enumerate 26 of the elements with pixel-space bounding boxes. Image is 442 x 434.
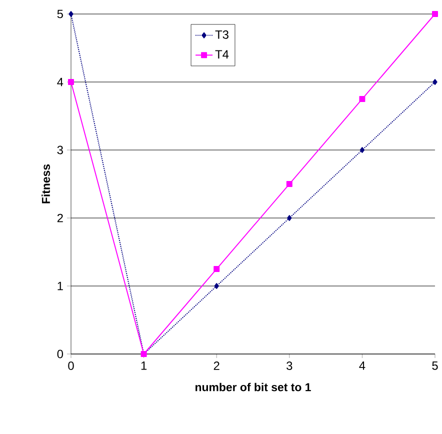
legend-label: T4	[215, 50, 229, 58]
point	[214, 283, 219, 289]
x-tick-label: 4	[359, 362, 366, 370]
point	[432, 11, 438, 17]
x-tick-label: 0	[68, 362, 74, 370]
x-axis-title: number of bit set to 1	[196, 382, 311, 392]
point	[360, 147, 365, 153]
point	[214, 266, 220, 272]
x-tick-label: 1	[141, 362, 147, 370]
x-tick-label: 5	[432, 362, 438, 370]
legend-label: T3	[215, 30, 228, 39]
point	[286, 181, 292, 187]
y-tick-label: 1	[58, 282, 63, 290]
x-tick-label: 3	[286, 362, 292, 370]
x-tick-label: 2	[214, 362, 220, 370]
y-tick-label: 3	[57, 146, 63, 154]
point	[287, 215, 292, 221]
y-tick-label: 5	[57, 10, 63, 18]
y-tick-label: 2	[57, 214, 63, 222]
y-axis-title: Fitness	[42, 164, 50, 204]
point	[68, 79, 74, 85]
point	[359, 96, 366, 102]
point	[68, 11, 74, 17]
point	[432, 79, 438, 85]
y-tick-label: 4	[57, 78, 64, 86]
y-tick-label: 0	[57, 350, 64, 358]
